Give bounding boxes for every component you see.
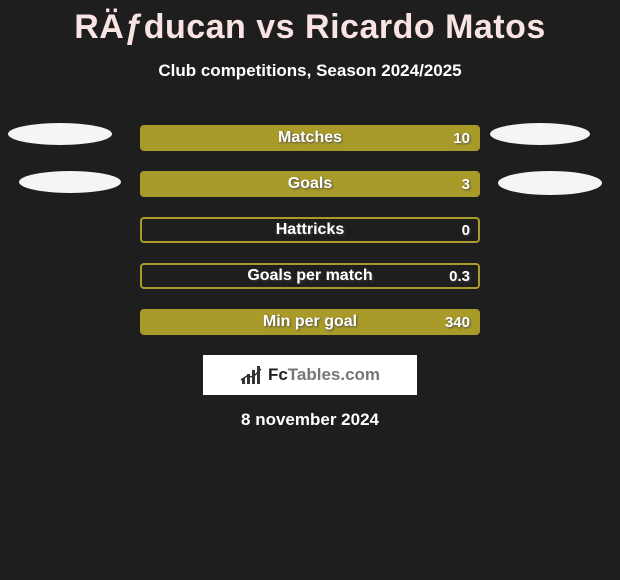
footer-date: 8 november 2024 <box>0 410 620 430</box>
stat-label: Hattricks <box>142 219 478 241</box>
stat-label: Goals <box>142 173 478 195</box>
logo-text-right: Tables.com <box>288 365 380 384</box>
stat-label: Min per goal <box>142 311 478 333</box>
stat-value: 10 <box>453 127 470 149</box>
stat-row: Min per goal340 <box>0 309 620 337</box>
stat-label: Matches <box>142 127 478 149</box>
page-subtitle: Club competitions, Season 2024/2025 <box>0 61 620 81</box>
fctables-logo: FcTables.com <box>202 354 418 396</box>
logo-bars-icon <box>240 366 262 384</box>
stat-row: Matches10 <box>0 125 620 153</box>
page-title: RÄƒducan vs Ricardo Matos <box>0 0 620 47</box>
logo-inner: FcTables.com <box>240 365 380 385</box>
stat-value: 0 <box>462 219 470 241</box>
left-ellipse <box>19 171 121 193</box>
stat-value: 3 <box>462 173 470 195</box>
right-ellipse <box>490 123 590 145</box>
stat-row: Hattricks0 <box>0 217 620 245</box>
stat-value: 340 <box>445 311 470 333</box>
stat-bar: Goals3 <box>140 171 480 197</box>
stat-bar: Matches10 <box>140 125 480 151</box>
comparison-infographic: RÄƒducan vs Ricardo Matos Club competiti… <box>0 0 620 580</box>
right-ellipse <box>498 171 602 195</box>
stat-row: Goals3 <box>0 171 620 199</box>
logo-text-left: Fc <box>268 365 288 384</box>
logo-text: FcTables.com <box>268 365 380 385</box>
stat-bar: Goals per match0.3 <box>140 263 480 289</box>
stat-bar: Hattricks0 <box>140 217 480 243</box>
stat-value: 0.3 <box>449 265 470 287</box>
left-ellipse <box>8 123 112 145</box>
stat-bar: Min per goal340 <box>140 309 480 335</box>
stat-row: Goals per match0.3 <box>0 263 620 291</box>
stat-label: Goals per match <box>142 265 478 287</box>
